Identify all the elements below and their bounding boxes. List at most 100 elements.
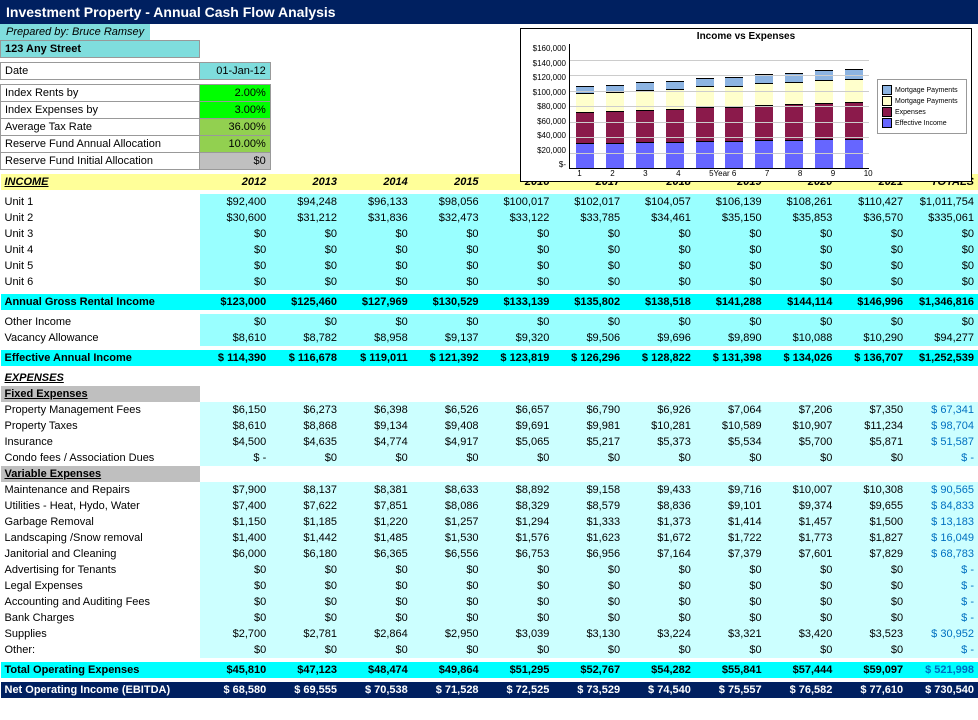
- income-adj-label: Vacancy Allowance: [1, 330, 200, 346]
- expense-value: $9,433: [624, 482, 695, 498]
- property-address: 123 Any Street: [1, 41, 200, 58]
- total-expenses-value: $54,282: [624, 662, 695, 678]
- expense-value: $1,672: [624, 530, 695, 546]
- expense-value: $0: [483, 642, 554, 658]
- expense-value: $7,164: [624, 546, 695, 562]
- expense-value: $6,753: [483, 546, 554, 562]
- chart-plot: [569, 44, 869, 169]
- expense-value: $7,900: [200, 482, 271, 498]
- total-expenses-value: $48,474: [341, 662, 412, 678]
- unit-value: $31,212: [270, 210, 341, 226]
- unit-value: $0: [766, 274, 837, 290]
- expense-value: $7,622: [270, 498, 341, 514]
- unit-value: $104,057: [624, 194, 695, 210]
- unit-value: $0: [766, 242, 837, 258]
- total-expenses-value: $45,810: [200, 662, 271, 678]
- expense-value: $0: [836, 594, 907, 610]
- expense-value: $0: [200, 578, 271, 594]
- expense-value: $7,400: [200, 498, 271, 514]
- effective-value: $ 123,819: [483, 350, 554, 366]
- expense-value: $0: [553, 642, 624, 658]
- income-adj-label: Other Income: [1, 314, 200, 330]
- expense-value: $0: [695, 578, 766, 594]
- gross-value: $138,518: [624, 294, 695, 310]
- expense-label: Garbage Removal: [1, 514, 200, 530]
- expense-value: $0: [341, 642, 412, 658]
- income-expenses-chart: Income vs Expenses $160,000$140,000$120,…: [520, 28, 972, 182]
- effective-value: $ 131,398: [695, 350, 766, 366]
- expense-value: $0: [766, 610, 837, 626]
- expense-label: Utilities - Heat, Hydo, Water: [1, 498, 200, 514]
- unit-label: Unit 4: [1, 242, 200, 258]
- expense-value: $0: [200, 562, 271, 578]
- noi-label: Net Operating Income (EBITDA): [1, 682, 200, 698]
- noi-value: $ 69,555: [270, 682, 341, 698]
- expense-value: $9,691: [483, 418, 554, 434]
- expense-value: $9,158: [553, 482, 624, 498]
- expense-value: $1,530: [412, 530, 483, 546]
- effective-value: $ 116,678: [270, 350, 341, 366]
- expense-label: Supplies: [1, 626, 200, 642]
- unit-value: $0: [412, 226, 483, 242]
- variable-expenses-label: Variable Expenses: [1, 466, 200, 482]
- effective-value: $ 126,296: [553, 350, 624, 366]
- assumption-value: 36.00%: [200, 119, 271, 136]
- expense-value: $1,150: [200, 514, 271, 530]
- year-header: 2012: [200, 174, 271, 190]
- expense-value: $1,257: [412, 514, 483, 530]
- unit-value: $0: [341, 274, 412, 290]
- expense-value: $1,333: [553, 514, 624, 530]
- expense-value: $1,442: [270, 530, 341, 546]
- income-adj-value: $10,290: [836, 330, 907, 346]
- expense-value: $8,633: [412, 482, 483, 498]
- expense-value: $10,007: [766, 482, 837, 498]
- total-expenses-value: $47,123: [270, 662, 341, 678]
- page-title: Investment Property - Annual Cash Flow A…: [0, 0, 978, 24]
- expense-label: Other:: [1, 642, 200, 658]
- expense-value: $6,790: [553, 402, 624, 418]
- assumption-label: Reserve Fund Initial Allocation: [1, 153, 200, 170]
- expense-value: $0: [766, 562, 837, 578]
- expense-value: $0: [836, 450, 907, 466]
- expense-value: $0: [836, 610, 907, 626]
- expense-value: $3,321: [695, 626, 766, 642]
- expense-value: $2,700: [200, 626, 271, 642]
- income-section: INCOME: [1, 174, 200, 190]
- total-expenses-value: $57,444: [766, 662, 837, 678]
- year-header: 2014: [341, 174, 412, 190]
- unit-label: Unit 2: [1, 210, 200, 226]
- assumption-value: 10.00%: [200, 136, 271, 153]
- unit-value: $0: [483, 226, 554, 242]
- expense-value: $1,773: [766, 530, 837, 546]
- expense-value: $0: [270, 562, 341, 578]
- expense-value: $9,374: [766, 498, 837, 514]
- income-adj-total: $0: [907, 314, 978, 330]
- income-adj-value: $0: [483, 314, 554, 330]
- chart-legend: Mortgage PaymentsMortgage PaymentsExpens…: [877, 79, 967, 134]
- unit-value: $94,248: [270, 194, 341, 210]
- expense-value: $1,623: [553, 530, 624, 546]
- unit-value: $102,017: [553, 194, 624, 210]
- unit-total: $0: [907, 258, 978, 274]
- gross-value: $125,460: [270, 294, 341, 310]
- expense-value: $0: [695, 610, 766, 626]
- expense-value: $0: [270, 642, 341, 658]
- expense-value: $0: [695, 562, 766, 578]
- expense-value: $10,281: [624, 418, 695, 434]
- expense-label: Legal Expenses: [1, 578, 200, 594]
- noi-value: $ 77,610: [836, 682, 907, 698]
- expense-value: $8,086: [412, 498, 483, 514]
- unit-value: $110,427: [836, 194, 907, 210]
- expense-value: $4,917: [412, 434, 483, 450]
- assumption-label: Index Rents by: [1, 85, 200, 102]
- unit-value: $0: [836, 226, 907, 242]
- gross-value: $123,000: [200, 294, 271, 310]
- expense-value: $0: [695, 642, 766, 658]
- expense-value: $5,871: [836, 434, 907, 450]
- expense-value: $9,101: [695, 498, 766, 514]
- expense-value: $8,892: [483, 482, 554, 498]
- unit-value: $0: [200, 258, 271, 274]
- expense-value: $6,556: [412, 546, 483, 562]
- expense-value: $0: [270, 594, 341, 610]
- total-expenses-value: $52,767: [553, 662, 624, 678]
